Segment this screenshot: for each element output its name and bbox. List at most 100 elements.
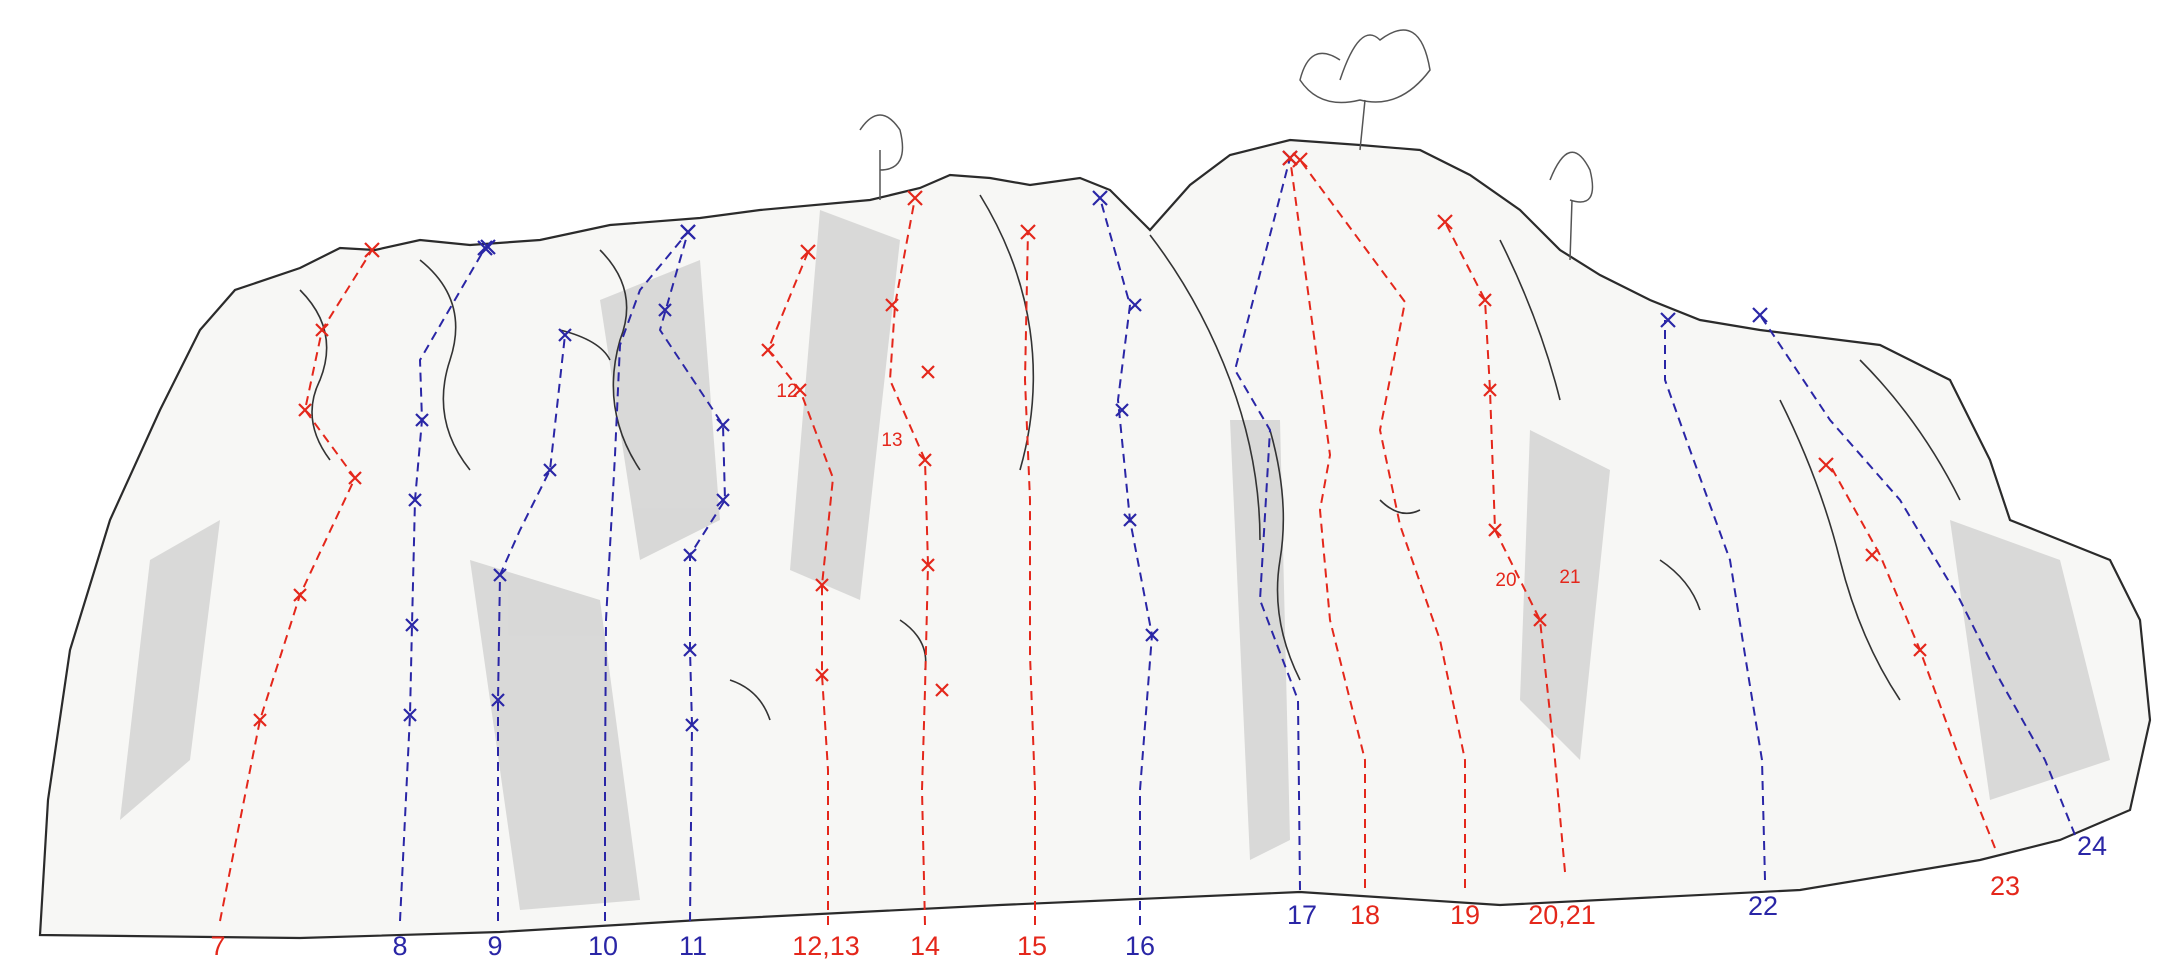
inline-route-label-12: 12	[776, 381, 797, 402]
route-label-10: 10	[588, 931, 618, 961]
rock-detail-lines	[299, 194, 1961, 721]
bolt-marker	[408, 493, 422, 507]
anchor-marker	[480, 239, 496, 255]
route-line-14	[888, 197, 930, 926]
bolt-marker	[1865, 548, 1879, 562]
rock-shading	[120, 210, 2110, 910]
bolt-marker	[405, 618, 419, 632]
bolt-marker	[685, 718, 699, 732]
route-label-19: 19	[1450, 900, 1480, 930]
route-line-17	[1233, 157, 1301, 891]
route-label-18: 18	[1350, 900, 1380, 930]
anchor-marker	[680, 224, 696, 240]
route-label-24: 24	[2077, 831, 2107, 861]
bolt-marker	[293, 588, 307, 602]
routes-layer: 7 8 9 10 11 12,13 14 15 16 17 18 19 20,21 22 23 24 12 13 2…	[210, 150, 2107, 961]
route-label-16: 16	[1125, 931, 1155, 961]
route-9: 9	[480, 239, 572, 961]
bolt-marker	[1128, 298, 1142, 312]
route-line-18	[1289, 157, 1366, 888]
route-18: 18	[1282, 150, 1380, 930]
anchor-marker	[800, 244, 816, 260]
route-line-15	[1023, 229, 1036, 925]
bolt-marker	[253, 713, 267, 727]
inline-route-label-13: 13	[881, 430, 902, 451]
anchor-marker	[364, 242, 380, 258]
bolt-marker	[935, 683, 949, 697]
anchor-marker	[1752, 307, 1768, 323]
route-line-11	[658, 231, 727, 922]
anchor-marker	[1437, 214, 1453, 230]
route-16: 16	[1092, 190, 1159, 961]
bolt-marker	[815, 668, 829, 682]
route-line-10	[604, 231, 689, 921]
route-label-15: 15	[1017, 931, 1047, 961]
bolt-marker	[716, 493, 730, 507]
anchor-marker	[1020, 224, 1036, 240]
anchor-marker	[477, 240, 493, 256]
inline-route-label-20: 20	[1495, 570, 1516, 591]
route-7: 7	[210, 242, 380, 961]
route-10: 10	[588, 224, 696, 961]
route-label-20-21: 20,21	[1528, 900, 1596, 930]
bolt-marker	[1483, 383, 1497, 397]
route-17: 17	[1233, 150, 1317, 930]
route-23: 23	[1818, 457, 2020, 901]
tree-drawings	[859, 29, 1594, 261]
bolt-marker	[921, 365, 935, 379]
bolt-marker	[348, 471, 362, 485]
route-line-24	[1759, 314, 2076, 836]
bolt-marker	[1478, 293, 1492, 307]
route-label-23: 23	[1990, 871, 2020, 901]
inline-route-label-21: 21	[1559, 567, 1580, 588]
bolt-marker	[918, 453, 932, 467]
bolt-marker	[1913, 643, 1927, 657]
bolt-marker	[683, 643, 697, 657]
bolt-marker	[1145, 628, 1159, 642]
route-label-8: 8	[392, 931, 407, 961]
route-22: 22	[1660, 312, 1778, 921]
route-15: 15	[1017, 224, 1047, 961]
bolt-marker	[1115, 403, 1129, 417]
bolt-marker	[558, 328, 572, 342]
route-line-19	[1299, 159, 1466, 888]
bolt-marker	[491, 693, 505, 707]
route-label-22: 22	[1748, 891, 1778, 921]
bolt-marker	[793, 383, 807, 397]
bolt-marker	[716, 418, 730, 432]
bolt-marker	[885, 298, 899, 312]
route-24: 24	[1752, 307, 2107, 861]
bolt-marker	[543, 463, 557, 477]
rock-outline	[38, 138, 2152, 940]
anchor-marker	[1660, 312, 1676, 328]
route-line-9	[497, 334, 566, 921]
route-20-21: 20,21	[1437, 214, 1596, 930]
anchor-marker	[1292, 152, 1308, 168]
bolt-marker	[415, 413, 429, 427]
route-19: 19	[1292, 152, 1480, 930]
route-label-11: 11	[679, 931, 707, 961]
bolt-marker	[683, 548, 697, 562]
route-line-22	[1664, 320, 1766, 881]
bolt-marker	[921, 558, 935, 572]
route-14: 14	[885, 190, 949, 961]
route-label-14: 14	[910, 931, 940, 961]
bolt-marker	[493, 568, 507, 582]
route-label-17: 17	[1287, 900, 1317, 930]
route-label-9: 9	[487, 931, 502, 961]
bolt-marker	[1123, 513, 1137, 527]
bolt-marker	[315, 323, 329, 337]
bolt-marker	[298, 403, 312, 417]
route-line-12-13	[766, 251, 835, 925]
bolt-marker	[1488, 523, 1502, 537]
route-8: 8	[392, 240, 493, 961]
route-label-12-13: 12,13	[792, 931, 860, 961]
anchor-marker	[907, 190, 923, 206]
bolt-marker	[815, 578, 829, 592]
route-11: 11	[658, 224, 730, 961]
route-label-7: 7	[210, 931, 225, 961]
bolt-marker	[761, 343, 775, 357]
anchor-marker	[1092, 190, 1108, 206]
route-12-13: 12,13	[761, 244, 860, 961]
